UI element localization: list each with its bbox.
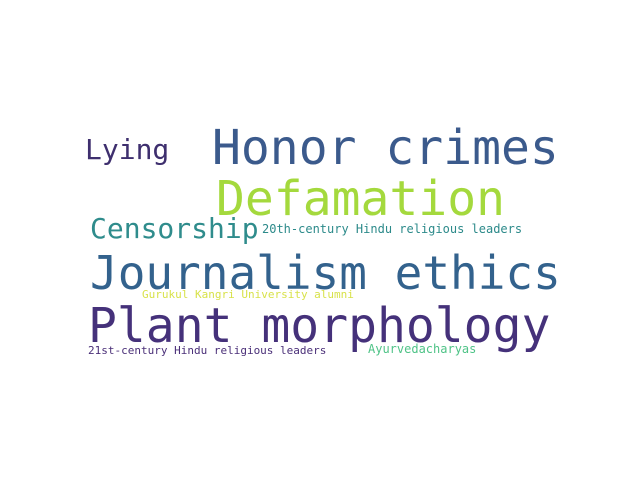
word-honor-crimes: Honor crimes [212, 120, 559, 176]
word-defamation: Defamation [216, 171, 505, 227]
word-20th-century-hindu-religious-leaders: 20th-century Hindu religious leaders [262, 222, 523, 236]
word-lying: Lying [85, 133, 170, 166]
word-gurukul-kangri-university-alumni: Gurukul Kangri University alumni [142, 288, 354, 301]
word-ayurvedacharyas: Ayurvedacharyas [368, 342, 477, 356]
word-21st-century-hindu-religious-leaders: 21st-century Hindu religious leaders [88, 344, 327, 357]
word-journalism-ethics: Journalism ethics [90, 246, 561, 300]
word-plant-morphology: Plant morphology [88, 298, 551, 354]
word-censorship: Censorship [90, 212, 259, 245]
